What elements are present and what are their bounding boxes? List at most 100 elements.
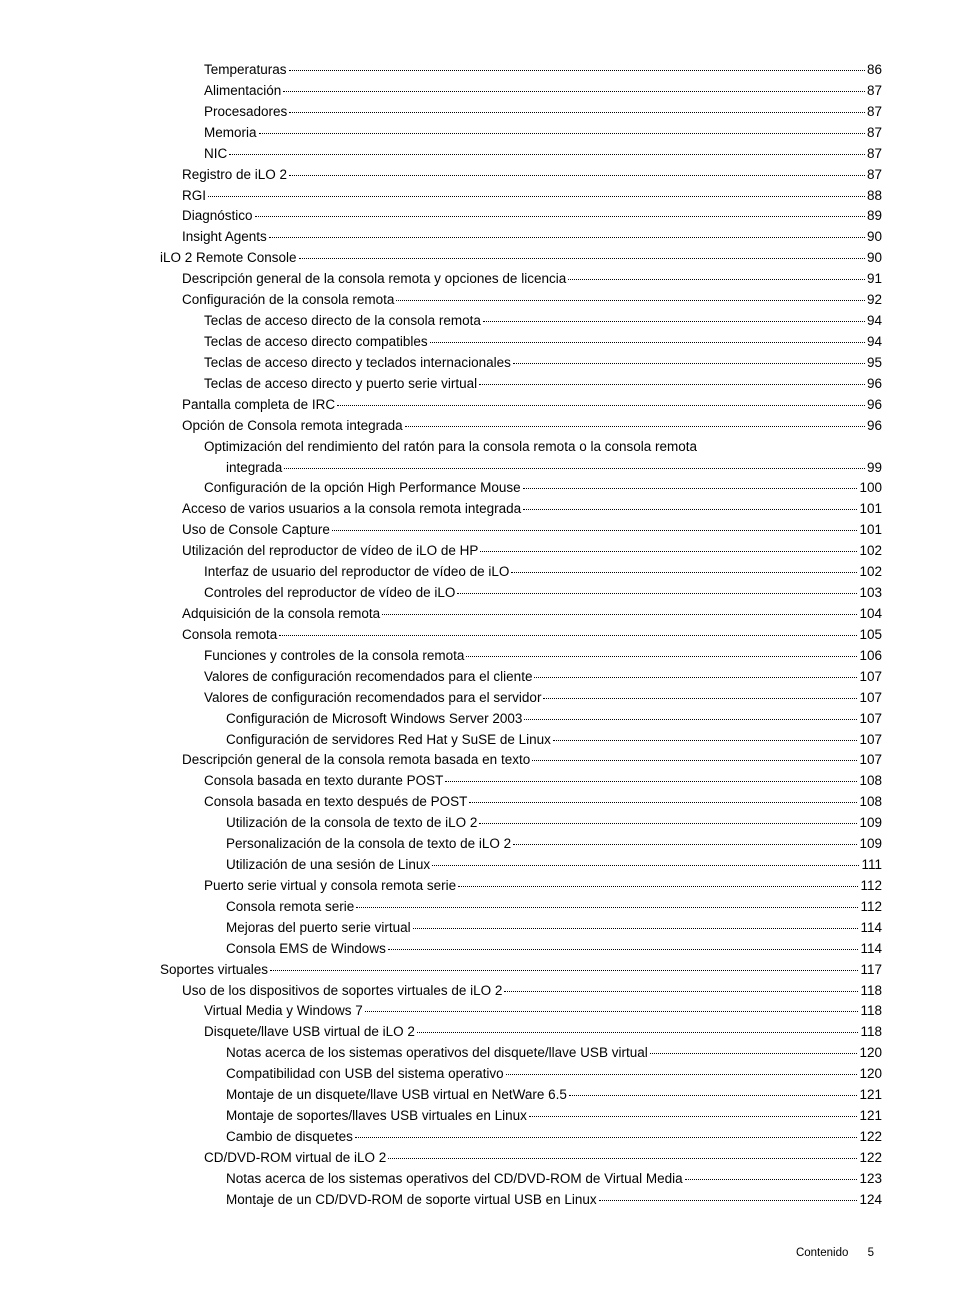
toc-leader-dots — [483, 321, 865, 322]
toc-entry-label: Insight Agents — [182, 227, 267, 248]
toc-entry-page: 124 — [859, 1190, 882, 1211]
toc-entry: Descripción general de la consola remota… — [72, 269, 882, 290]
toc-entry: Controles del reproductor de vídeo de iL… — [72, 583, 882, 604]
toc-entry: Montaje de soportes/llaves USB virtuales… — [72, 1106, 882, 1127]
toc-entry: Notas acerca de los sistemas operativos … — [72, 1169, 882, 1190]
toc-entry-label: Notas acerca de los sistemas operativos … — [226, 1043, 648, 1064]
toc-entry: Montaje de un disquete/llave USB virtual… — [72, 1085, 882, 1106]
toc-entry-label: RGI — [182, 186, 206, 207]
toc-entry-page: 107 — [859, 730, 882, 751]
toc-entry-page: 114 — [860, 939, 882, 960]
toc-entry-label: Consola remota serie — [226, 897, 354, 918]
toc-entry-label: Temperaturas — [204, 60, 287, 81]
toc-leader-dots — [469, 802, 857, 803]
toc-leader-dots — [504, 991, 858, 992]
toc-entry-page: 121 — [859, 1106, 882, 1127]
toc-entry-label: Consola EMS de Windows — [226, 939, 386, 960]
toc-entry-label: Controles del reproductor de vídeo de iL… — [204, 583, 455, 604]
toc-entry-page: 120 — [859, 1043, 882, 1064]
toc-leader-dots — [270, 970, 858, 971]
toc-leader-dots — [284, 468, 865, 469]
toc-entry: Descripción general de la consola remota… — [72, 750, 882, 771]
toc-entry-label: Puerto serie virtual y consola remota se… — [204, 876, 456, 897]
toc-entry-page: 112 — [860, 897, 882, 918]
toc-entry-page: 109 — [859, 813, 882, 834]
toc-entry-page: 106 — [859, 646, 882, 667]
toc-leader-dots — [553, 740, 858, 741]
toc-entry-label: Teclas de acceso directo de la consola r… — [204, 311, 481, 332]
toc-entry: Consola remota serie 112 — [72, 897, 882, 918]
toc-entry: Consola remota 105 — [72, 625, 882, 646]
toc-entry-label: Interfaz de usuario del reproductor de v… — [204, 562, 509, 583]
toc-entry-page: 102 — [859, 541, 882, 562]
toc-entry: Compatibilidad con USB del sistema opera… — [72, 1064, 882, 1085]
toc-entry-label: CD/DVD-ROM virtual de iLO 2 — [204, 1148, 386, 1169]
toc-entry-page: 114 — [860, 918, 882, 939]
toc-entry-label: Consola remota — [182, 625, 277, 646]
toc-entry-label: Opción de Consola remota integrada — [182, 416, 403, 437]
toc-leader-dots — [255, 216, 865, 217]
toc-entry-page: 90 — [867, 227, 882, 248]
toc-entry-page: 109 — [859, 834, 882, 855]
table-of-contents: Temperaturas86Alimentación87Procesadores… — [72, 60, 882, 1211]
toc-entry: Configuración de servidores Red Hat y Su… — [72, 730, 882, 751]
toc-entry: Montaje de un CD/DVD-ROM de soporte virt… — [72, 1190, 882, 1211]
toc-entry: Valores de configuración recomendados pa… — [72, 688, 882, 709]
toc-entry: Utilización del reproductor de vídeo de … — [72, 541, 882, 562]
toc-leader-dots — [332, 530, 858, 531]
toc-entry-label: Configuración de servidores Red Hat y Su… — [226, 730, 551, 751]
toc-entry: Memoria87 — [72, 123, 882, 144]
toc-entry: Cambio de disquetes122 — [72, 1127, 882, 1148]
toc-entry-page: 105 — [859, 625, 882, 646]
toc-entry-page: 87 — [867, 123, 882, 144]
toc-entry-page: 107 — [859, 709, 882, 730]
toc-leader-dots — [543, 698, 857, 699]
toc-leader-dots — [523, 488, 858, 489]
toc-leader-dots — [430, 342, 865, 343]
toc-leader-dots — [299, 258, 865, 259]
toc-entry-page: 118 — [860, 981, 882, 1002]
toc-entry-label: Teclas de acceso directo y puerto serie … — [204, 374, 477, 395]
toc-entry-page: 107 — [859, 667, 882, 688]
toc-entry-page: 101 — [859, 520, 882, 541]
toc-entry-page: 107 — [859, 688, 882, 709]
toc-entry: Insight Agents 90 — [72, 227, 882, 248]
toc-entry: Consola basada en texto después de POST1… — [72, 792, 882, 813]
toc-leader-dots — [289, 175, 865, 176]
toc-entry-page: 89 — [867, 206, 882, 227]
toc-entry-page: 96 — [867, 374, 882, 395]
toc-leader-dots — [568, 279, 865, 280]
toc-leader-dots — [529, 1116, 858, 1117]
toc-entry-page: 123 — [859, 1169, 882, 1190]
toc-leader-dots — [445, 781, 857, 782]
toc-leader-dots — [208, 196, 865, 197]
toc-leader-dots — [524, 719, 857, 720]
toc-entry: Configuración de la consola remota92 — [72, 290, 882, 311]
toc-entry: CD/DVD-ROM virtual de iLO 2122 — [72, 1148, 882, 1169]
toc-leader-dots — [511, 572, 857, 573]
toc-leader-dots — [388, 949, 859, 950]
toc-entry-label: Compatibilidad con USB del sistema opera… — [226, 1064, 504, 1085]
toc-entry: Teclas de acceso directo y teclados inte… — [72, 353, 882, 374]
toc-leader-dots — [279, 635, 857, 636]
toc-entry-page: 86 — [867, 60, 882, 81]
toc-entry-label: Funciones y controles de la consola remo… — [204, 646, 464, 667]
toc-entry-page: 94 — [867, 311, 882, 332]
toc-entry: Configuración de la opción High Performa… — [72, 478, 882, 499]
toc-entry: Valores de configuración recomendados pa… — [72, 667, 882, 688]
toc-entry: Disquete/llave USB virtual de iLO 2118 — [72, 1022, 882, 1043]
toc-entry-label: Pantalla completa de IRC — [182, 395, 335, 416]
toc-entry: Adquisición de la consola remota104 — [72, 604, 882, 625]
toc-entry: Configuración de Microsoft Windows Serve… — [72, 709, 882, 730]
toc-leader-dots — [289, 112, 865, 113]
toc-leader-dots — [466, 656, 857, 657]
toc-entry-label: Registro de iLO 2 — [182, 165, 287, 186]
toc-entry-label: Personalización de la consola de texto d… — [226, 834, 511, 855]
toc-entry-page: 108 — [859, 771, 882, 792]
toc-entry-label: Procesadores — [204, 102, 287, 123]
toc-entry-page: 112 — [860, 876, 882, 897]
toc-leader-dots — [283, 91, 865, 92]
toc-entry-page: 95 — [867, 353, 882, 374]
toc-entry-label: Utilización del reproductor de vídeo de … — [182, 541, 478, 562]
toc-leader-dots — [532, 760, 857, 761]
